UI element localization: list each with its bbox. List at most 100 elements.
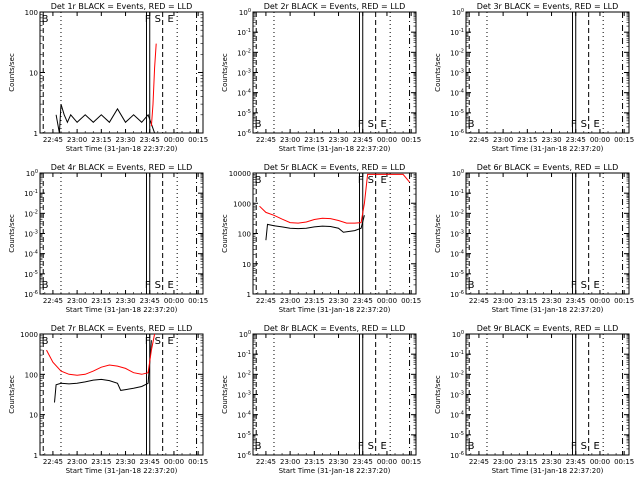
x-tick-label: 00:00: [164, 136, 184, 144]
event-marker-s: S: [581, 119, 587, 130]
y-tick-label: 10-1: [24, 189, 38, 198]
event-marker-e: E: [380, 175, 386, 186]
event-marker-e: E: [167, 280, 173, 291]
x-tick-label: 00:00: [377, 458, 397, 466]
x-axis-label: Start Time (31-Jan-18 22:37:20): [279, 306, 391, 314]
x-tick-label: 23:45: [353, 297, 373, 305]
y-tick-label: 10: [29, 412, 38, 420]
x-tick-label: 23:45: [353, 136, 373, 144]
y-tick-label: 10-3: [24, 230, 38, 239]
y-tick-label: 10-3: [450, 69, 464, 78]
y-tick-label: 10-1: [450, 350, 464, 359]
x-tick-label: 23:30: [328, 458, 348, 466]
y-tick-label: 10-2: [450, 370, 464, 379]
y-tick-label: 10-5: [450, 109, 464, 118]
panel-title: Det 9r BLACK = Events, RED = LLD: [477, 324, 619, 333]
panel-det-4: Det 4r BLACK = Events, RED = LLD 100 10-1 1…: [8, 163, 208, 314]
panel-det-9: Det 9r BLACK = Events, RED = LLD 100 10-1 1…: [434, 324, 634, 475]
y-tick-label: 10-6: [450, 129, 464, 138]
x-axis-label: Start Time (31-Jan-18 22:37:20): [66, 467, 178, 475]
event-marker-f: F: [358, 119, 364, 130]
y-tick-label: 10-5: [450, 270, 464, 279]
x-tick-label: 22:45: [43, 458, 63, 466]
x-tick-label: 23:30: [541, 136, 561, 144]
x-tick-label: 23:15: [91, 297, 111, 305]
event-marker-s: S: [368, 119, 374, 130]
x-tick-label: 23:30: [328, 136, 348, 144]
event-marker-f: F: [358, 441, 364, 452]
y-tick-label: 10: [242, 261, 251, 269]
x-tick-label: 00:15: [614, 136, 634, 144]
plot-frame: [39, 172, 204, 295]
panel-det-8: Det 8r BLACK = Events, RED = LLD 100 10-1 1…: [221, 324, 421, 475]
y-tick-label: 100: [25, 9, 38, 17]
event-marker-f: F: [571, 280, 577, 291]
y-tick-label: 10-6: [450, 290, 464, 299]
panel-det-7: Det 7r BLACK = Events, RED = LLD 1 10 100 10…: [8, 324, 208, 475]
y-axis-label: Counts/sec: [8, 53, 16, 92]
y-tick-label: 10-6: [237, 129, 251, 138]
plot-frame: [252, 333, 417, 456]
x-tick-label: 23:15: [91, 136, 111, 144]
series-lld-line: [46, 334, 156, 376]
event-marker-b: B: [255, 119, 262, 130]
x-tick-label: 23:15: [91, 458, 111, 466]
x-tick-label: 00:15: [614, 458, 634, 466]
y-tick-label: 100: [452, 169, 464, 178]
event-marker-e: E: [167, 336, 173, 347]
event-marker-e: E: [380, 441, 386, 452]
y-tick-label: 10-5: [450, 431, 464, 440]
x-tick-label: 23:45: [566, 458, 586, 466]
event-marker-s: S: [581, 280, 587, 291]
x-tick-label: 00:15: [401, 136, 421, 144]
event-marker-e: E: [167, 14, 173, 25]
y-tick-label: 10: [29, 70, 38, 78]
x-tick-label: 22:45: [469, 136, 489, 144]
x-tick-label: 22:45: [256, 458, 276, 466]
x-tick-label: 23:00: [493, 297, 513, 305]
plot-frame: [39, 333, 204, 456]
y-tick-label: 10-5: [24, 270, 38, 279]
event-marker-s: S: [155, 336, 161, 347]
event-marker-b: B: [468, 280, 475, 291]
y-tick-label: 10-2: [237, 48, 251, 57]
y-tick-label: 100: [452, 330, 464, 339]
x-tick-label: 23:15: [304, 458, 324, 466]
x-tick-label: 23:00: [280, 458, 300, 466]
y-tick-label: 10-4: [237, 89, 251, 98]
y-tick-label: 10-6: [237, 451, 251, 460]
y-tick-label: 10000: [229, 170, 251, 178]
y-tick-label: 1: [34, 130, 38, 138]
event-marker-b: B: [42, 336, 49, 347]
x-tick-label: 00:00: [590, 136, 610, 144]
x-tick-label: 00:15: [401, 458, 421, 466]
x-tick-label: 00:15: [188, 458, 208, 466]
y-tick-label: 10-3: [237, 391, 251, 400]
y-tick-label: 100: [25, 371, 38, 379]
x-tick-label: 23:45: [566, 136, 586, 144]
y-tick-label: 10-2: [24, 209, 38, 218]
x-tick-label: 00:15: [401, 297, 421, 305]
event-marker-b: B: [42, 280, 49, 291]
panel-det-5: Det 5r BLACK = Events, RED = LLD 1 10 100 10…: [221, 163, 421, 314]
x-tick-label: 00:00: [377, 136, 397, 144]
x-tick-label: 23:30: [115, 458, 135, 466]
y-axis-label: Counts/sec: [434, 375, 442, 414]
x-tick-label: 23:00: [67, 297, 87, 305]
y-tick-label: 100: [452, 8, 464, 17]
panel-title: Det 1r BLACK = Events, RED = LLD: [51, 2, 193, 11]
event-marker-s: S: [368, 441, 374, 452]
panel-title: Det 6r BLACK = Events, RED = LLD: [477, 163, 619, 172]
panel-title: Det 3r BLACK = Events, RED = LLD: [477, 2, 619, 11]
x-tick-label: 23:15: [517, 297, 537, 305]
y-tick-label: 10-2: [450, 48, 464, 57]
x-tick-label: 23:30: [541, 458, 561, 466]
plot-frame: [252, 11, 417, 134]
event-marker-s: S: [368, 175, 374, 186]
event-marker-e: E: [593, 119, 599, 130]
series-lld-line: [150, 43, 157, 127]
plot-frame: [465, 11, 630, 134]
x-tick-label: 23:00: [67, 458, 87, 466]
x-tick-label: 22:45: [256, 136, 276, 144]
x-tick-label: 23:00: [280, 136, 300, 144]
